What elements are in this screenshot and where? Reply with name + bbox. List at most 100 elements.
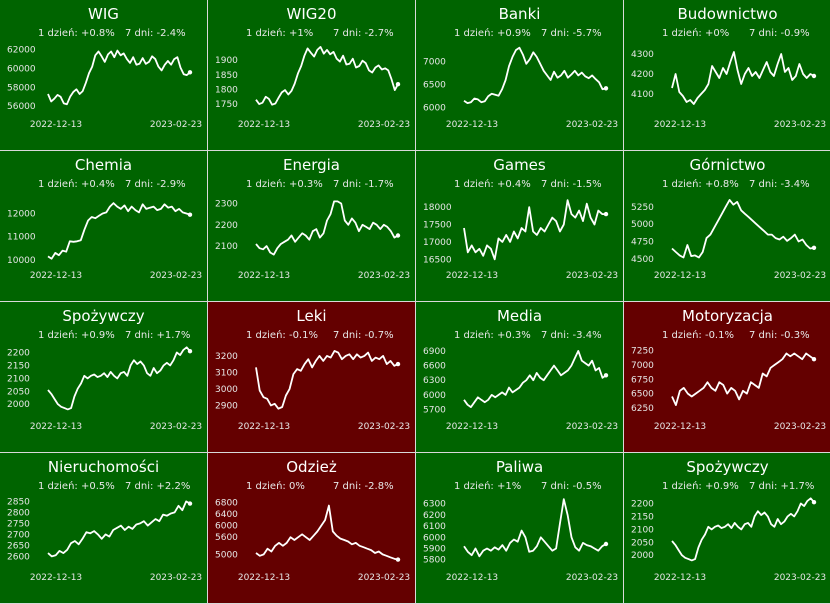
y-tick-label: 6000 xyxy=(423,533,446,543)
y-tick-label: 2000 xyxy=(631,551,654,561)
y-tick-label: 5900 xyxy=(423,545,446,555)
day-change: 1 dzień: +0.9% xyxy=(38,330,115,341)
y-tick-label: 3200 xyxy=(215,352,238,362)
series-line xyxy=(671,352,815,406)
y-tick-label: 6000 xyxy=(423,391,446,401)
y-tick-label: 6800 xyxy=(215,499,238,509)
week-change: 7 dni: -3.4% xyxy=(749,179,810,190)
series-line xyxy=(255,200,399,256)
x-end-label: 2023-02-23 xyxy=(774,271,826,281)
x-start-label: 2022-12-13 xyxy=(446,120,498,130)
series-line xyxy=(671,51,815,105)
y-tick-label: 17000 xyxy=(423,238,452,248)
panel-title: WIG xyxy=(88,5,119,23)
day-change: 1 dzień: +1% xyxy=(454,481,522,492)
x-start-label: 2022-12-13 xyxy=(446,271,498,281)
panel-title: Motoryzacja xyxy=(682,307,773,325)
y-tick-label: 7000 xyxy=(423,58,446,68)
series-line xyxy=(255,46,399,106)
x-end-label: 2023-02-23 xyxy=(774,120,826,130)
y-tick-label: 6000 xyxy=(423,104,446,114)
x-end-label: 2023-02-23 xyxy=(358,120,410,130)
panel-7: 4500 4750 5000 5250 2022-12-13 2023-02-23 Górn… xyxy=(624,151,830,301)
y-tick-label: 4100 xyxy=(631,90,654,100)
y-tick-label: 16500 xyxy=(423,255,452,265)
y-tick-label: 18000 xyxy=(423,203,452,213)
panel-9: 2900 3000 3100 3200 2022-12-13 2023-02-23 Leki… xyxy=(208,302,415,452)
week-change: 7 dni: -0.5% xyxy=(541,481,602,492)
last-point xyxy=(395,82,401,87)
week-change: 7 dni: -2.8% xyxy=(333,481,394,492)
x-end-label: 2023-02-23 xyxy=(358,573,410,583)
y-tick-label: 2150 xyxy=(631,512,654,522)
last-point xyxy=(811,357,817,362)
panel-chart-2: 6000 6500 7000 2022-12-13 2023-02-23 xyxy=(423,46,618,130)
panel-5: 2100 2200 2300 2022-12-13 2023-02-23 Energia 1… xyxy=(208,151,415,301)
panel-chart-8: 2000 2050 2100 2150 2200 2022-12-13 2023-02-23 xyxy=(7,346,202,432)
week-change: 7 dni: -1.5% xyxy=(541,179,602,190)
y-tick-label: 2300 xyxy=(215,200,238,210)
y-tick-label: 4750 xyxy=(631,238,654,248)
panel-chart-15: 2000 2050 2100 2150 2200 2022-12-13 2023-02-23 xyxy=(631,497,826,583)
last-point xyxy=(395,361,401,367)
series-line xyxy=(47,202,191,260)
week-change: 7 dni: -2.7% xyxy=(333,28,394,39)
x-start-label: 2022-12-13 xyxy=(238,573,290,583)
y-tick-label: 2800 xyxy=(7,508,30,518)
last-point xyxy=(603,541,609,547)
panel-title: Media xyxy=(496,307,543,325)
y-tick-label: 2900 xyxy=(215,401,238,411)
y-tick-label: 6600 xyxy=(423,362,446,372)
x-end-label: 2023-02-23 xyxy=(358,271,410,281)
y-tick-label: 7000 xyxy=(631,361,654,371)
series-line xyxy=(255,504,399,561)
x-start-label: 2022-12-13 xyxy=(30,573,82,583)
y-tick-label: 5800 xyxy=(423,556,446,566)
y-tick-label: 5250 xyxy=(631,203,654,213)
last-point xyxy=(811,73,817,79)
panel-13: 5000 5600 6000 6400 6800 2022-12-13 2023-02-23… xyxy=(208,453,415,603)
series-line xyxy=(671,497,815,562)
y-tick-label: 58000 xyxy=(7,83,36,93)
series-line xyxy=(47,346,191,411)
y-tick-label: 11000 xyxy=(7,233,36,243)
day-change: 1 dzień: +0.9% xyxy=(454,28,531,39)
panel-title: Paliwa xyxy=(495,458,544,476)
panel-12: 2600 2650 2700 2750 2800 2850 2022-12-13 2023-0… xyxy=(0,453,207,603)
y-tick-label: 1800 xyxy=(215,86,238,96)
last-point xyxy=(187,70,193,75)
panel-chart-1: 1750 1800 1850 1900 2022-12-13 2023-02-23 xyxy=(215,46,410,130)
panel-title: Spożywczy xyxy=(686,458,769,476)
last-point xyxy=(811,245,817,250)
week-change: 7 dni: -0.7% xyxy=(333,330,394,341)
day-change: 1 dzień: +0.8% xyxy=(662,179,739,190)
y-tick-label: 6400 xyxy=(215,510,238,520)
panel-chart-3: 4100 4200 4300 2022-12-13 2023-02-23 xyxy=(631,50,826,130)
panel-title: Budownictwo xyxy=(677,5,778,23)
y-tick-label: 6500 xyxy=(631,390,654,400)
panel-chart-10: 5700 6000 6300 6600 6900 2022-12-13 2023-02-23 xyxy=(423,347,618,432)
day-change: 1 dzień: 0% xyxy=(246,481,305,492)
panel-chart-6: 16500 17000 17500 18000 2022-12-13 2023-02-23 xyxy=(423,199,618,281)
day-change: 1 dzień: -0.1% xyxy=(662,330,734,341)
y-tick-label: 6900 xyxy=(423,347,446,357)
x-end-label: 2023-02-23 xyxy=(150,573,202,583)
y-tick-label: 6000 xyxy=(215,522,238,532)
y-tick-label: 2200 xyxy=(631,500,654,510)
last-point xyxy=(187,501,193,506)
y-tick-label: 3100 xyxy=(215,368,238,378)
x-end-label: 2023-02-23 xyxy=(150,271,202,281)
y-tick-label: 60000 xyxy=(7,65,36,75)
y-tick-label: 2700 xyxy=(7,530,30,540)
last-point xyxy=(603,211,609,217)
x-end-label: 2023-02-23 xyxy=(774,422,826,432)
panel-chart-5: 2100 2200 2300 2022-12-13 2023-02-23 xyxy=(215,200,410,282)
last-point xyxy=(603,373,609,378)
y-tick-label: 5700 xyxy=(423,406,446,416)
panel-8: 2000 2050 2100 2150 2200 2022-12-13 2023-02-23… xyxy=(0,302,207,452)
y-tick-label: 6250 xyxy=(631,404,654,414)
y-tick-label: 2600 xyxy=(7,552,30,562)
panel-title: Odzież xyxy=(286,458,337,476)
